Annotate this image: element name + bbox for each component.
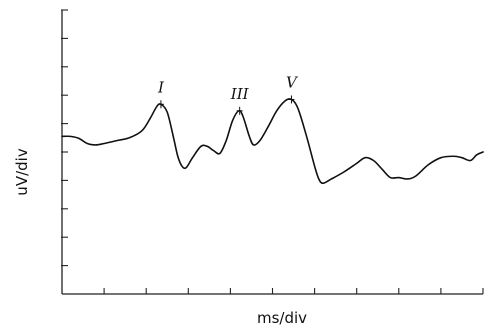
x-axis-label: ms/div [257, 309, 307, 327]
peak-iii-label: III [230, 85, 250, 103]
axes [61, 10, 483, 295]
peak-v-label: V [286, 73, 299, 91]
waveform-trace [61, 98, 484, 185]
peak-i-label: I [157, 78, 165, 96]
y-axis-label: uV/div [13, 148, 31, 196]
axis-ticks [61, 9, 484, 294]
